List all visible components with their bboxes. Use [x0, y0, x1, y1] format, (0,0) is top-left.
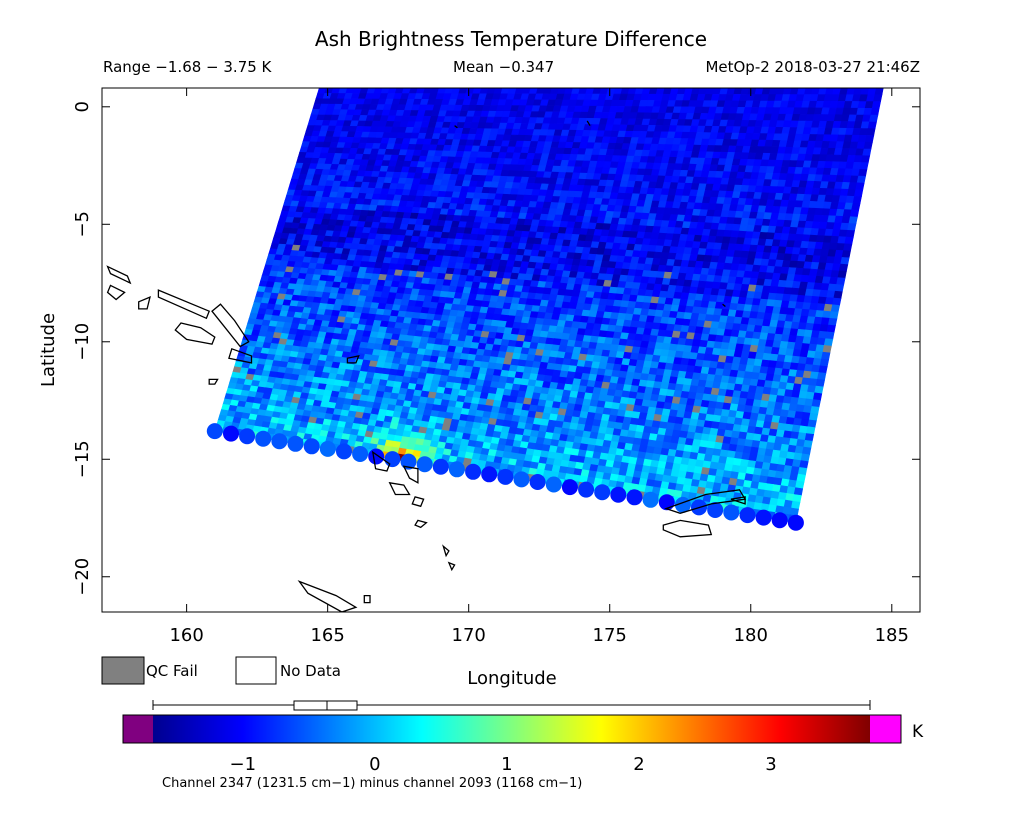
swath-cell [871, 101, 881, 109]
swath-cell [858, 168, 868, 177]
swath-cell [866, 128, 876, 136]
swath-cell [845, 229, 855, 238]
swath-cell [804, 433, 815, 442]
swath-cell [854, 189, 864, 198]
swath-cell [862, 148, 872, 157]
swath-cell [860, 155, 871, 164]
swath-cell [795, 480, 805, 490]
swath-cell [863, 141, 873, 150]
swath-cell [810, 406, 820, 415]
swath-cell [855, 182, 865, 191]
swath-cell [837, 270, 847, 279]
swath-cell [834, 284, 845, 293]
swath-cell [856, 175, 866, 184]
plot-area [106, 88, 884, 612]
swath-cell [812, 392, 823, 401]
swath-cell [827, 317, 838, 327]
subtitle-range: Range −1.68 − 3.75 K [103, 58, 273, 76]
swath-cell [826, 324, 836, 333]
swath-cell [799, 460, 809, 469]
swath-cell [836, 277, 846, 286]
swath-cell [841, 250, 851, 259]
swath-cell [821, 351, 831, 361]
swath-cell [815, 378, 825, 388]
swath-cell [819, 358, 830, 367]
swath-cell [801, 446, 812, 456]
swath-cell [844, 236, 854, 245]
swath-cell [849, 209, 860, 218]
chart-title: Ash Brightness Temperature Difference [315, 27, 707, 51]
swath-cell [874, 88, 884, 96]
swath-cell [817, 372, 827, 381]
swath-cell [803, 439, 813, 449]
swath-cell [859, 162, 869, 170]
swath-cell [870, 107, 880, 116]
swath-cell [811, 399, 821, 408]
swath-cell [840, 257, 850, 265]
swath-cell [823, 338, 834, 347]
swath-cells [206, 88, 884, 531]
swath-cell [818, 365, 828, 374]
swath-cell [830, 304, 840, 313]
subtitle-mean: Mean −0.347 [453, 58, 554, 76]
swath-cell [829, 311, 839, 320]
swath-cell [807, 419, 817, 428]
subtitle-source: MetOp-2 2018-03-27 21:46Z [705, 58, 920, 76]
swath-cell [848, 216, 858, 225]
swath-cell [869, 114, 879, 123]
swath-cell [852, 196, 862, 204]
swath-cell [867, 121, 877, 130]
swath-cell [814, 385, 824, 395]
swath-cell [793, 487, 804, 496]
swath-cell [808, 412, 819, 422]
swath-cell [832, 297, 842, 306]
swath-cell [822, 345, 832, 354]
swath-cell [873, 94, 883, 102]
swath-cell [825, 331, 835, 340]
swath-cell [847, 223, 857, 231]
swath-cell [806, 426, 816, 435]
swath-cell [864, 135, 875, 143]
swath-cell [833, 290, 843, 299]
swath-cell [800, 453, 810, 462]
swath-cell [851, 202, 861, 211]
swath-cell [843, 243, 853, 252]
swath-cell [838, 263, 849, 272]
